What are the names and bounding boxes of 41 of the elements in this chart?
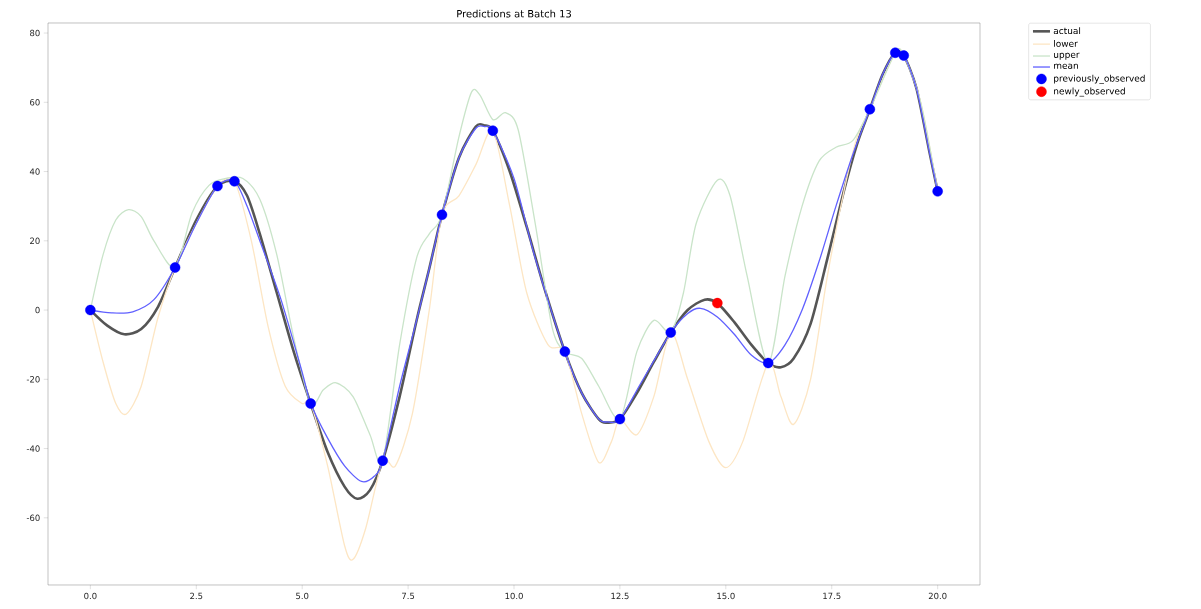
y-tick-label: 40 xyxy=(29,168,40,175)
legend-label: upper xyxy=(1054,52,1080,60)
x-tick-label: 20.0 xyxy=(928,592,947,600)
x-tick-label: 15.0 xyxy=(717,592,735,600)
point xyxy=(864,104,876,115)
point xyxy=(212,180,223,192)
x-tick-label: 0.0 xyxy=(84,592,97,600)
point xyxy=(559,346,571,357)
x-tick-label: 5.0 xyxy=(296,592,309,600)
y-tick-label: 20 xyxy=(30,237,40,244)
legend-label: actual xyxy=(1053,27,1081,35)
point xyxy=(169,262,181,273)
y-tick-label: 60 xyxy=(30,99,40,106)
point xyxy=(229,176,240,187)
legend-label: mean xyxy=(1054,63,1078,69)
legend-label: previously_observed xyxy=(1054,74,1145,84)
x-tick-label: 17.5 xyxy=(823,592,841,600)
point xyxy=(614,413,626,425)
point xyxy=(85,304,96,316)
chart-title: Predictions at Batch 13 xyxy=(457,9,571,18)
x-tick-label: 2.5 xyxy=(190,592,203,600)
point xyxy=(305,398,316,409)
x-tick-label: 12.5 xyxy=(611,592,629,600)
point xyxy=(932,186,943,197)
point xyxy=(712,297,723,309)
y-tick-label: -40 xyxy=(26,445,40,452)
point xyxy=(377,455,388,466)
y-tick-label: -20 xyxy=(26,376,40,383)
point xyxy=(487,125,499,136)
y-tick-label: 80 xyxy=(30,29,40,37)
legend-label: lower xyxy=(1054,39,1078,47)
y-tick-label: -60 xyxy=(26,514,40,522)
legend-label: newly_observed xyxy=(1054,87,1125,97)
x-tick-label: 10.0 xyxy=(505,592,523,600)
point xyxy=(762,357,774,369)
y-tick-label: 0 xyxy=(35,306,40,314)
point xyxy=(665,327,676,338)
x-tick-label: 7.5 xyxy=(402,592,415,600)
point xyxy=(436,209,448,221)
point xyxy=(890,47,901,58)
point xyxy=(898,50,909,61)
